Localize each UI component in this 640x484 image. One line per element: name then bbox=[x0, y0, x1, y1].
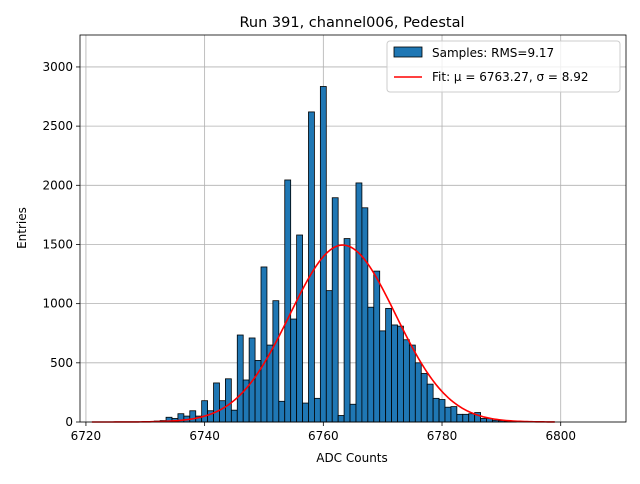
x-tick-label: 6760 bbox=[308, 429, 339, 443]
histogram-bar bbox=[303, 403, 309, 422]
histogram-bar bbox=[225, 379, 231, 422]
histogram-bar bbox=[368, 307, 374, 422]
x-tick-label: 6720 bbox=[71, 429, 102, 443]
histogram-bar bbox=[433, 398, 439, 422]
chart-title: Run 391, channel006, Pedestal bbox=[239, 15, 464, 31]
histogram-bar bbox=[332, 198, 338, 422]
y-tick-label: 2000 bbox=[42, 178, 73, 192]
y-tick-label: 1500 bbox=[42, 237, 73, 251]
legend: Samples: RMS=9.17 Fit: μ = 6763.27, σ = … bbox=[387, 41, 620, 92]
histogram-bar bbox=[279, 401, 285, 422]
histogram-bar bbox=[386, 308, 392, 422]
legend-bars-label: Samples: RMS=9.17 bbox=[432, 46, 554, 60]
histogram-bar bbox=[285, 180, 291, 422]
histogram-bar bbox=[231, 410, 237, 422]
histogram-bar bbox=[380, 331, 386, 422]
y-tick-label: 1000 bbox=[42, 297, 73, 311]
histogram-bar bbox=[421, 373, 427, 422]
histogram-bar bbox=[398, 326, 404, 422]
histogram-bar bbox=[457, 414, 463, 422]
histogram-bar bbox=[297, 235, 303, 422]
histogram-bar bbox=[326, 291, 332, 422]
histogram-bar bbox=[208, 411, 214, 422]
histogram-bar bbox=[308, 112, 314, 422]
histogram-bar bbox=[439, 400, 445, 422]
histogram-bar bbox=[214, 383, 220, 422]
x-tick-label: 6780 bbox=[427, 429, 458, 443]
legend-bars-swatch bbox=[394, 47, 422, 57]
histogram-bar bbox=[338, 415, 344, 422]
histogram-bar bbox=[409, 345, 415, 422]
plot-area bbox=[80, 35, 626, 422]
histogram-bar bbox=[237, 335, 243, 422]
histogram-bar bbox=[403, 340, 409, 422]
x-axis-label: ADC Counts bbox=[316, 451, 388, 465]
histogram-bar bbox=[219, 401, 225, 422]
histogram-bar bbox=[463, 414, 469, 422]
y-axis-label: Entries bbox=[15, 207, 29, 249]
legend-fit-label: Fit: μ = 6763.27, σ = 8.92 bbox=[432, 70, 589, 84]
histogram-bar bbox=[356, 183, 362, 422]
histogram-bar bbox=[362, 208, 368, 422]
y-tick-label: 0 bbox=[65, 415, 73, 429]
histogram-bar bbox=[445, 407, 451, 422]
histogram-bar bbox=[202, 401, 208, 422]
histogram-bar bbox=[291, 319, 297, 422]
histogram-bar bbox=[261, 267, 267, 422]
histogram-bar bbox=[273, 301, 279, 422]
histogram-bar bbox=[427, 384, 433, 422]
histogram-bar bbox=[314, 398, 320, 422]
x-tick-label: 6740 bbox=[189, 429, 220, 443]
histogram-bar bbox=[392, 325, 398, 422]
histogram-bar bbox=[469, 414, 475, 422]
histogram-bar bbox=[374, 271, 380, 422]
histogram-bar bbox=[451, 407, 457, 422]
y-tick-label: 500 bbox=[50, 356, 73, 370]
histogram-bar bbox=[350, 404, 356, 422]
histogram-bar bbox=[190, 411, 196, 422]
histogram-bar bbox=[344, 239, 350, 422]
y-tick-label: 3000 bbox=[42, 60, 73, 74]
y-tick-label: 2500 bbox=[42, 119, 73, 133]
histogram-bar bbox=[481, 418, 487, 422]
x-tick-label: 6800 bbox=[545, 429, 576, 443]
histogram-bar bbox=[415, 363, 421, 422]
